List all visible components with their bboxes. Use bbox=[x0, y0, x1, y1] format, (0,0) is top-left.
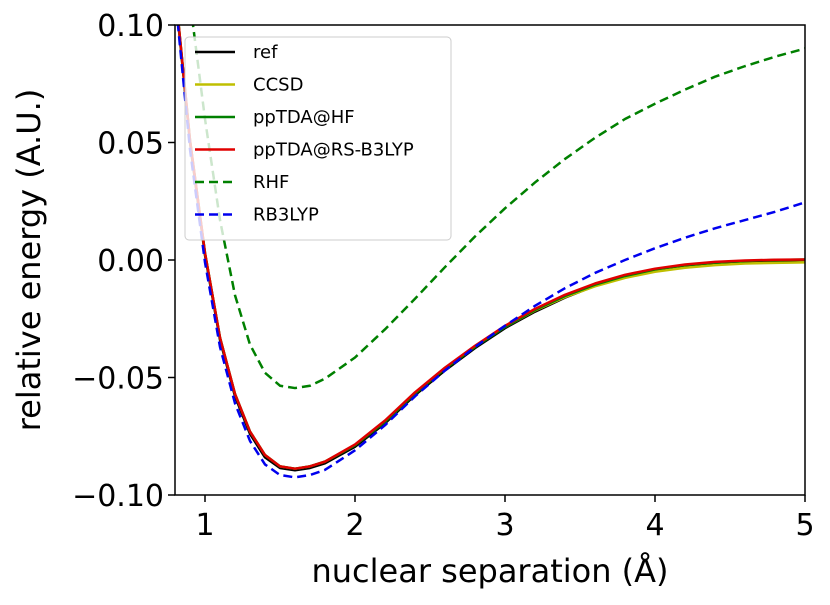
y-tick-label: −0.10 bbox=[72, 479, 164, 514]
x-tick-label: 4 bbox=[645, 508, 664, 543]
y-tick-label: 0.00 bbox=[97, 244, 164, 279]
legend: ref CCSD ppTDA@HF ppTDA@RS-B3LYP RHF RB3LYP bbox=[184, 36, 452, 241]
legend-label-pptda-hf: ppTDA@HF bbox=[253, 107, 355, 128]
legend-label-ref: ref bbox=[253, 42, 278, 63]
y-axis-title: relative energy (A.U.) bbox=[10, 89, 48, 432]
series-layer bbox=[176, 25, 805, 479]
series-line-pptda-rs-b3lyp bbox=[177, 25, 805, 470]
legend-label-ccsd: CCSD bbox=[253, 75, 303, 96]
y-tick-label: 0.05 bbox=[97, 127, 164, 162]
legend-label-rb3lyp: RB3LYP bbox=[253, 205, 319, 226]
x-tick-label: 3 bbox=[495, 508, 514, 543]
x-tick-label: 1 bbox=[195, 508, 214, 543]
legend-label-rhf: RHF bbox=[253, 172, 289, 193]
x-axis-title: nuclear separation (Å) bbox=[311, 552, 668, 590]
axes-layer: 1 2 3 4 5 −0.10 −0.05 0.00 0.05 0.10 bbox=[72, 9, 814, 543]
legend-box bbox=[184, 36, 452, 241]
x-tick-label: 5 bbox=[795, 508, 814, 543]
legend-label-pptda-rs-b3lyp: ppTDA@RS-B3LYP bbox=[253, 140, 414, 161]
series-line-rb3lyp bbox=[176, 25, 805, 479]
x-tick-label: 2 bbox=[345, 508, 364, 543]
y-tick-label: 0.10 bbox=[97, 9, 164, 44]
series-line-rhf bbox=[191, 25, 805, 390]
y-tick-label: −0.05 bbox=[72, 362, 164, 397]
